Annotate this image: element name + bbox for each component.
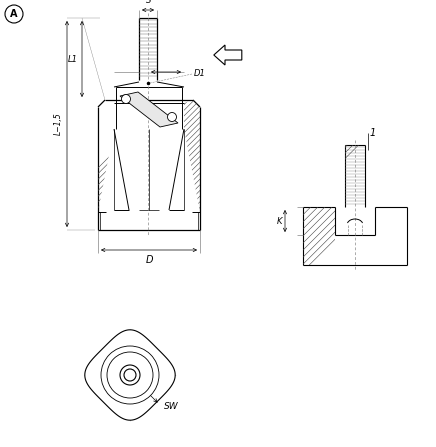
Text: SW: SW [164,402,178,411]
Polygon shape [184,100,200,212]
Text: F: F [227,51,232,59]
Polygon shape [98,100,114,107]
Polygon shape [120,92,178,127]
Text: K: K [276,216,282,225]
Polygon shape [114,80,139,103]
Circle shape [120,365,140,385]
Text: D: D [145,255,153,265]
Polygon shape [303,207,335,265]
Polygon shape [85,330,175,420]
Polygon shape [345,145,365,165]
Text: 1: 1 [370,128,376,138]
Text: D1: D1 [194,69,206,79]
Polygon shape [335,235,375,265]
Polygon shape [214,45,242,65]
Circle shape [101,346,159,404]
Text: S: S [146,0,152,5]
Text: L−1,5: L−1,5 [54,113,63,135]
Circle shape [122,94,130,104]
Circle shape [124,369,136,381]
Polygon shape [375,207,407,265]
Text: A: A [10,9,18,19]
Circle shape [107,352,153,398]
Polygon shape [184,100,200,107]
Polygon shape [157,80,184,103]
Polygon shape [120,92,178,127]
Circle shape [167,113,177,122]
Text: L1: L1 [68,55,78,63]
Polygon shape [98,100,114,212]
